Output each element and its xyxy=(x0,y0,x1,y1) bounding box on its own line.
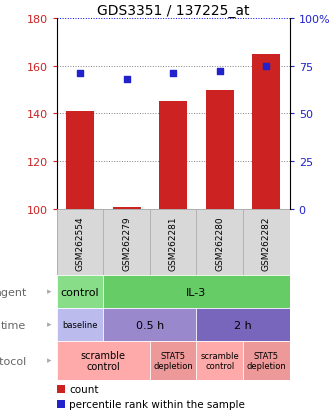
Bar xyxy=(57,275,103,309)
Point xyxy=(264,63,269,70)
Text: GSM262282: GSM262282 xyxy=(262,216,271,270)
Text: 0.5 h: 0.5 h xyxy=(136,320,164,330)
Text: GSM262281: GSM262281 xyxy=(168,216,178,270)
Bar xyxy=(243,210,290,275)
Point xyxy=(77,71,83,77)
Bar xyxy=(206,90,234,210)
Bar xyxy=(252,55,280,210)
Text: scramble
control: scramble control xyxy=(81,350,126,371)
Text: control: control xyxy=(61,287,99,297)
Bar xyxy=(57,309,103,341)
Bar xyxy=(150,210,196,275)
Title: GDS3351 / 137225_at: GDS3351 / 137225_at xyxy=(97,4,249,18)
Bar xyxy=(150,341,196,380)
Bar xyxy=(196,210,243,275)
Bar xyxy=(57,400,65,408)
Bar xyxy=(57,341,150,380)
Text: percentile rank within the sample: percentile rank within the sample xyxy=(70,399,245,409)
Bar xyxy=(57,210,103,275)
Bar xyxy=(243,341,290,380)
Text: agent: agent xyxy=(0,287,26,297)
Bar xyxy=(113,207,141,210)
Point xyxy=(170,71,176,77)
Text: protocol: protocol xyxy=(0,356,26,366)
Bar xyxy=(196,341,243,380)
Text: IL-3: IL-3 xyxy=(186,287,206,297)
Text: time: time xyxy=(1,320,26,330)
Text: GSM262279: GSM262279 xyxy=(122,216,131,270)
Text: scramble
control: scramble control xyxy=(200,351,239,370)
Text: GSM262280: GSM262280 xyxy=(215,216,224,270)
Text: STAT5
depletion: STAT5 depletion xyxy=(246,351,286,370)
Text: count: count xyxy=(70,384,99,394)
Bar xyxy=(159,102,187,210)
Point xyxy=(217,69,222,76)
Text: STAT5
depletion: STAT5 depletion xyxy=(153,351,193,370)
Point xyxy=(124,76,129,83)
Bar xyxy=(103,309,196,341)
Bar xyxy=(196,309,290,341)
Bar xyxy=(103,210,150,275)
Bar xyxy=(66,112,94,210)
Text: 2 h: 2 h xyxy=(234,320,252,330)
Bar xyxy=(57,385,65,393)
Bar xyxy=(103,275,290,309)
Text: baseline: baseline xyxy=(62,320,98,329)
Text: GSM262554: GSM262554 xyxy=(75,216,85,270)
